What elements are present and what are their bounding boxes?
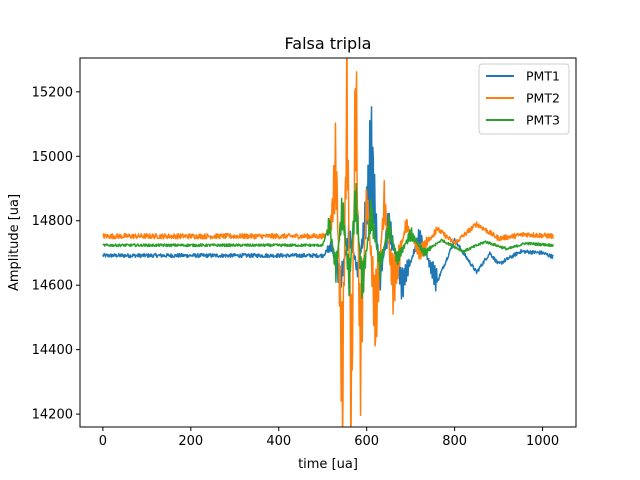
y-tick-label: 14600: [32, 279, 73, 294]
legend-box: [478, 63, 570, 135]
legend-label-pmt2: PMT2: [526, 91, 560, 106]
x-tick-label: 800: [442, 434, 467, 449]
legend: PMT1 PMT2 PMT3: [478, 63, 570, 135]
x-tick-label: 600: [354, 434, 379, 449]
x-tick-label: 1000: [526, 434, 559, 449]
plot-frame: [79, 57, 577, 428]
series-layer: [102, 58, 554, 427]
y-tick-label: 14800: [32, 214, 73, 229]
series-line-pmt1: [102, 106, 554, 300]
x-axis-label: time [ua]: [298, 457, 358, 472]
series-line-pmt3: [102, 182, 554, 299]
y-tick-label: 15200: [32, 85, 73, 100]
y-axis-label: Amplitude [ua]: [7, 194, 22, 291]
x-tick-label: 400: [266, 434, 291, 449]
y-tick-label: 14400: [32, 343, 73, 358]
y-tick-label: 15000: [32, 150, 73, 165]
legend-label-pmt3: PMT3: [526, 113, 560, 128]
chart-title: Falsa tripla: [285, 34, 372, 53]
y-axis: 14200 14400 14600 14800 15000 15200: [32, 85, 80, 423]
x-axis: 0 200 400 600 800 1000: [99, 427, 559, 449]
x-tick-label: 0: [99, 434, 107, 449]
x-tick-label: 200: [178, 434, 203, 449]
legend-label-pmt1: PMT1: [526, 69, 560, 84]
y-tick-label: 14200: [32, 408, 73, 423]
